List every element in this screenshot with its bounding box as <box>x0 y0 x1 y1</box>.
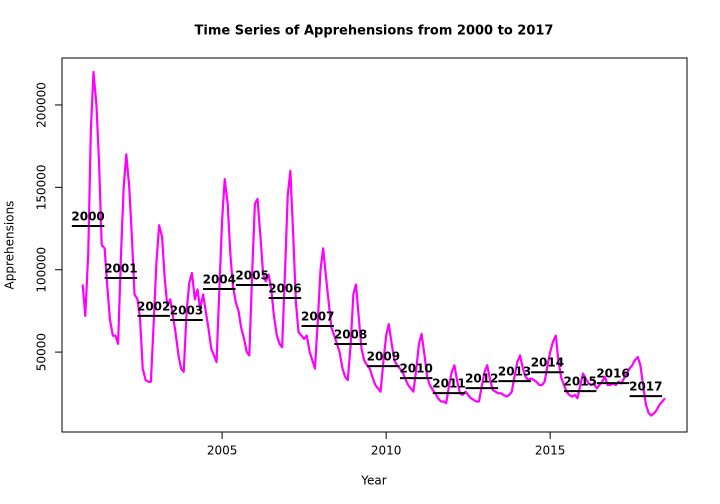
series-line <box>81 70 666 417</box>
annual-label: 2000 <box>71 210 104 224</box>
y-tick-label: 50000 <box>35 333 49 371</box>
x-axis-label: Year <box>360 474 386 488</box>
annual-label: 2006 <box>268 282 301 296</box>
x-tick-label: 2010 <box>371 444 402 458</box>
annual-label: 2014 <box>531 356 564 370</box>
annual-label: 2003 <box>170 303 203 317</box>
annual-label: 2016 <box>596 367 629 381</box>
annual-label: 2010 <box>399 362 432 376</box>
x-tick-label: 2005 <box>207 444 238 458</box>
y-tick-label: 100000 <box>35 247 49 293</box>
annual-label: 2009 <box>367 350 400 364</box>
y-tick-label: 150000 <box>35 164 49 210</box>
annual-label: 2008 <box>334 328 367 342</box>
annual-label: 2013 <box>498 365 531 379</box>
annual-label: 2015 <box>564 375 597 389</box>
annual-label: 2001 <box>104 261 137 275</box>
annual-label: 2007 <box>301 310 334 324</box>
annual-label: 2011 <box>432 377 465 391</box>
y-axis-label: Apprehensions <box>3 201 17 290</box>
annual-label: 2012 <box>465 372 498 386</box>
y-tick-label: 200000 <box>35 82 49 128</box>
annual-label: 2005 <box>235 269 268 283</box>
x-tick-label: 2015 <box>535 444 566 458</box>
annual-label: 2017 <box>629 380 662 394</box>
annual-label: 2002 <box>137 299 170 313</box>
chart-title: Time Series of Apprehensions from 2000 t… <box>195 24 554 39</box>
annual-label: 2004 <box>203 272 236 286</box>
